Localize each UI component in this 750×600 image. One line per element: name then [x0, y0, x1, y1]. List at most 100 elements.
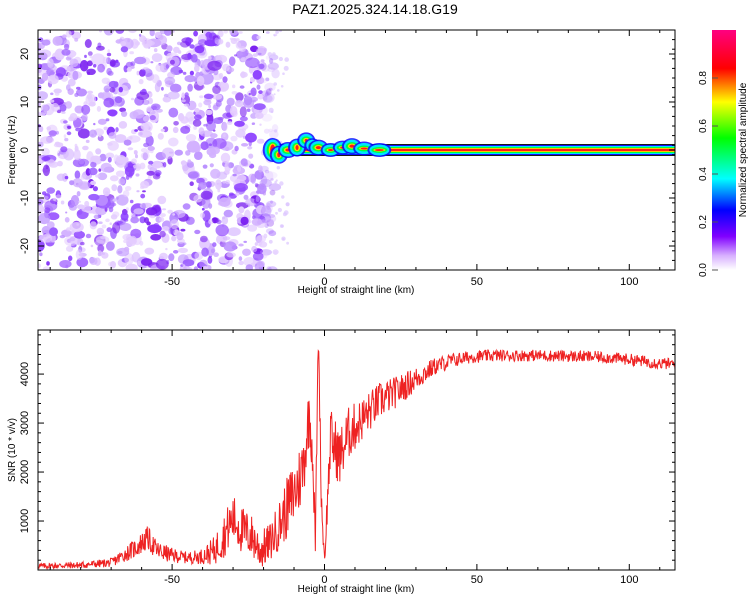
noise-blob: [65, 101, 72, 109]
noise-blob: [194, 45, 205, 54]
noise-blob: [201, 247, 209, 257]
noise-blob: [96, 105, 101, 112]
noise-blob: [248, 92, 251, 96]
noise-blob: [54, 92, 60, 96]
noise-blob: [256, 260, 265, 268]
noise-blob: [199, 203, 202, 207]
noise-blob: [208, 143, 212, 146]
noise-blob: [161, 86, 164, 91]
noise-blob: [225, 146, 230, 151]
noise-blob: [38, 91, 48, 101]
noise-blob: [78, 200, 82, 203]
noise-blob: [238, 206, 245, 214]
noise-blob: [266, 202, 271, 210]
noise-blob: [108, 261, 115, 267]
noise-blob: [245, 198, 257, 207]
noise-blob: [41, 72, 49, 82]
noise-blob: [67, 125, 72, 130]
noise-blob: [213, 117, 224, 124]
noise-blob: [133, 164, 139, 169]
noise-blob: [226, 97, 235, 106]
noise-blob: [261, 113, 273, 122]
noise-blob: [263, 95, 268, 101]
noise-blob: [51, 102, 60, 112]
noise-blob: [268, 87, 273, 91]
noise-blob: [262, 94, 273, 103]
noise-blob: [38, 213, 51, 225]
noise-blob: [48, 130, 57, 137]
noise-blob: [223, 209, 233, 218]
noise-blob: [40, 104, 49, 113]
noise-blob: [135, 173, 140, 177]
colorbar-tick-label: 0.8: [698, 71, 709, 85]
noise-blob: [260, 78, 267, 84]
noise-blob: [128, 30, 137, 34]
noise-blob: [105, 118, 110, 122]
noise-blob: [136, 91, 150, 101]
noise-blob: [74, 143, 78, 148]
noise-blob: [91, 155, 101, 163]
noise-blob: [187, 83, 193, 92]
noise-blob: [172, 126, 179, 134]
noise-blob: [140, 122, 150, 131]
x-tick-label: 0: [321, 574, 327, 586]
noise-blob: [107, 49, 110, 53]
noise-blob: [90, 244, 94, 248]
noise-blob: [39, 252, 43, 257]
noise-blob: [138, 33, 142, 37]
noise-blob: [267, 62, 279, 70]
noise-blob: [129, 51, 134, 55]
noise-blob: [266, 200, 277, 208]
noise-blob: [68, 255, 73, 262]
noise-blob: [140, 148, 148, 153]
noise-blob: [264, 203, 273, 213]
noise-blob: [103, 97, 115, 108]
noise-blob: [132, 109, 145, 119]
noise-blob: [124, 253, 134, 265]
noise-blob: [123, 246, 130, 252]
noise-blob: [56, 173, 66, 181]
noise-blob: [148, 160, 154, 165]
noise-blob: [283, 65, 289, 71]
noise-blob: [223, 133, 226, 138]
noise-blob: [187, 52, 192, 60]
noise-blob: [229, 30, 239, 36]
noise-blob: [267, 266, 278, 270]
noise-blob: [41, 39, 51, 46]
noise-blob: [234, 120, 245, 127]
noise-blob: [251, 245, 258, 253]
spectrogram-noise: [38, 30, 290, 270]
noise-blob: [53, 88, 62, 94]
noise-blob: [74, 105, 84, 114]
colorbar-label: Normalized spectral amplitude: [738, 82, 749, 217]
noise-blob: [115, 59, 119, 63]
noise-blob: [280, 85, 284, 88]
snr-frame: [37, 329, 676, 571]
noise-blob: [90, 180, 97, 186]
noise-blob: [172, 213, 176, 216]
colorbar-tick-label: 0.6: [698, 119, 709, 133]
noise-blob: [233, 183, 248, 192]
noise-blob: [265, 228, 274, 235]
noise-blob: [95, 174, 100, 178]
noise-blob: [229, 192, 234, 196]
noise-blob: [92, 186, 98, 192]
noise-blob: [265, 88, 272, 96]
noise-blob: [110, 214, 118, 220]
noise-blob: [254, 183, 259, 186]
noise-blob: [236, 202, 249, 209]
noise-blob: [38, 199, 44, 206]
noise-blob: [235, 92, 244, 102]
noise-blob: [198, 182, 207, 190]
noise-blob: [268, 107, 274, 113]
noise-blob: [50, 65, 57, 71]
noise-blob: [167, 91, 180, 100]
noise-blob: [64, 175, 69, 180]
noise-blob: [98, 168, 102, 172]
noise-blob: [142, 40, 155, 47]
noise-blob: [258, 165, 263, 173]
noise-blob: [168, 253, 175, 262]
noise-blob: [222, 112, 232, 119]
noise-blob: [279, 224, 284, 228]
noise-blob: [185, 150, 191, 156]
